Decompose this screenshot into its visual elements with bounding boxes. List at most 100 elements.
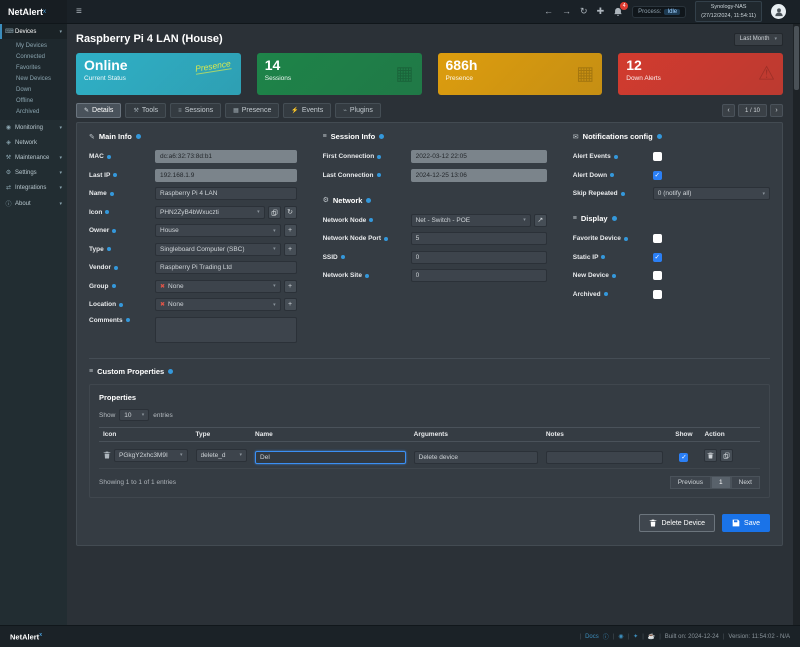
status-card-down-alerts[interactable]: 12 Down Alerts ⚠: [618, 53, 783, 95]
alert-down-checkbox[interactable]: ✓: [652, 170, 662, 180]
col-show[interactable]: Show: [667, 427, 701, 442]
info-icon[interactable]: [384, 236, 389, 241]
new-device-checkbox[interactable]: ✓: [652, 271, 662, 280]
alert-events-checkbox[interactable]: ✓: [652, 152, 662, 161]
info-icon[interactable]: [135, 134, 141, 139]
docs-info-icon[interactable]: ⓘ: [602, 635, 609, 641]
info-icon[interactable]: [111, 284, 116, 288]
add-group-button[interactable]: +: [283, 279, 297, 293]
refresh-icon[interactable]: ↻: [580, 6, 588, 16]
footer-brand[interactable]: NetAlertx: [10, 631, 42, 642]
network-site-field[interactable]: [410, 269, 547, 282]
server-info[interactable]: Synology-NAS (27/12/2024, 11:54:11): [695, 1, 762, 22]
info-icon[interactable]: [610, 173, 615, 177]
network-node-port-field[interactable]: [410, 232, 547, 245]
last-connection-field[interactable]: [410, 168, 547, 182]
comments-field[interactable]: [155, 316, 297, 343]
col-type[interactable]: Type: [191, 427, 252, 442]
sidebar-item-maintenance[interactable]: ⚒ Maintenance ▾: [0, 150, 67, 165]
period-select[interactable]: Last Month ▾: [733, 32, 783, 46]
info-icon[interactable]: [125, 318, 130, 322]
sidebar-item-network[interactable]: ◈ Network: [0, 135, 67, 150]
brand[interactable]: NetAlert x: [0, 0, 67, 23]
status-card-current-status[interactable]: Online Current Status Presence: [76, 53, 241, 95]
row-icon-select[interactable]: PGkgY2xhc3M9I ▾: [114, 448, 188, 462]
row-type-select[interactable]: delete_d ▾: [195, 448, 248, 462]
info-icon[interactable]: [113, 173, 118, 177]
info-icon[interactable]: [340, 255, 345, 259]
info-icon[interactable]: [601, 255, 606, 259]
col-action[interactable]: Action: [700, 427, 760, 442]
status-card-sessions[interactable]: 14 Sessions ▦: [256, 53, 422, 95]
prev-device-button[interactable]: ‹: [721, 104, 735, 117]
github-icon[interactable]: ◉: [618, 634, 624, 640]
info-icon[interactable]: [611, 216, 617, 221]
vendor-field[interactable]: [155, 261, 297, 274]
row-arguments-field[interactable]: [413, 451, 538, 464]
info-icon[interactable]: [119, 302, 124, 307]
row-notes-field[interactable]: [545, 451, 664, 464]
ssid-field[interactable]: [410, 250, 547, 264]
add-type-button[interactable]: +: [283, 242, 297, 256]
back-arrow-icon[interactable]: ←: [544, 6, 554, 16]
row-duplicate-button[interactable]: [720, 448, 734, 462]
info-icon[interactable]: [620, 191, 625, 196]
page-1-button[interactable]: 1: [711, 476, 731, 489]
archived-checkbox[interactable]: ✓: [652, 289, 662, 299]
bell-icon[interactable]: 4: [613, 1, 629, 17]
col-notes[interactable]: Notes: [541, 427, 668, 442]
info-icon[interactable]: [611, 273, 616, 278]
next-page-button[interactable]: Next: [730, 476, 760, 489]
sidebar-item-connected[interactable]: Connected: [16, 53, 46, 60]
tab-plugins[interactable]: ⌁ Plugins: [335, 103, 381, 118]
tab-presence[interactable]: ▦ Presence: [225, 103, 280, 118]
info-icon[interactable]: [379, 134, 385, 139]
icon-select[interactable]: PHN2ZyB4bWxuczti ▾: [155, 205, 265, 219]
sidebar-item-archived[interactable]: Archived: [16, 108, 40, 115]
sidebar-item-about[interactable]: ⓘ About ▾: [0, 195, 67, 212]
docs-link[interactable]: Docs: [585, 633, 599, 640]
skip-repeated-select[interactable]: 0 (notify all) ▾: [652, 187, 770, 200]
sidebar-item-monitoring[interactable]: ◉ Monitoring ▾: [0, 120, 67, 135]
col-icon[interactable]: Icon: [99, 427, 192, 442]
static-ip-checkbox[interactable]: ✓: [652, 252, 662, 262]
refresh-icon-button[interactable]: ↻: [283, 205, 297, 219]
info-icon[interactable]: [377, 154, 382, 159]
type-select[interactable]: Singleboard Computer (SBC) ▾: [155, 242, 281, 256]
col-arguments[interactable]: Arguments: [409, 427, 542, 442]
add-location-button[interactable]: +: [283, 298, 297, 311]
info-icon[interactable]: [109, 191, 114, 196]
row-show-checkbox[interactable]: ✓: [679, 452, 689, 462]
tab-sessions[interactable]: ≡ Sessions: [170, 103, 222, 118]
open-node-button[interactable]: ↗: [533, 213, 547, 227]
fullscreen-icon[interactable]: ✚: [596, 6, 605, 16]
hamburger-icon[interactable]: ≡: [76, 6, 82, 17]
info-icon[interactable]: [603, 292, 608, 296]
row-name-field[interactable]: [255, 451, 406, 464]
col-name[interactable]: Name: [251, 427, 410, 442]
add-owner-button[interactable]: +: [283, 224, 297, 237]
discord-icon[interactable]: ✦: [633, 634, 639, 640]
next-device-button[interactable]: ›: [770, 104, 783, 117]
info-icon[interactable]: [656, 134, 662, 139]
owner-select[interactable]: House ▾: [155, 224, 281, 237]
info-icon[interactable]: [114, 265, 119, 270]
info-icon[interactable]: [106, 154, 111, 159]
last-ip-field[interactable]: [155, 168, 297, 182]
delete-device-button[interactable]: Delete Device: [639, 514, 716, 532]
sidebar-item-down[interactable]: Down: [16, 86, 32, 93]
favorite-device-checkbox[interactable]: ✓: [652, 234, 662, 243]
info-icon[interactable]: [168, 369, 174, 374]
forward-arrow-icon[interactable]: →: [562, 6, 572, 16]
info-icon[interactable]: [366, 197, 372, 203]
info-icon[interactable]: [623, 236, 628, 241]
save-button[interactable]: Save: [722, 514, 770, 532]
sidebar-item-integrations[interactable]: ⇄ Integrations ▾: [0, 180, 67, 195]
info-icon[interactable]: [112, 228, 117, 233]
first-connection-field[interactable]: [410, 150, 547, 163]
scrollbar-track[interactable]: [793, 24, 800, 625]
sidebar-item-devices[interactable]: ⌨ Devices ▾: [0, 24, 67, 39]
info-icon[interactable]: [364, 273, 369, 278]
tab-details[interactable]: ✎ Details: [76, 103, 122, 118]
sidebar-item-my-devices[interactable]: My Devices: [16, 42, 48, 49]
